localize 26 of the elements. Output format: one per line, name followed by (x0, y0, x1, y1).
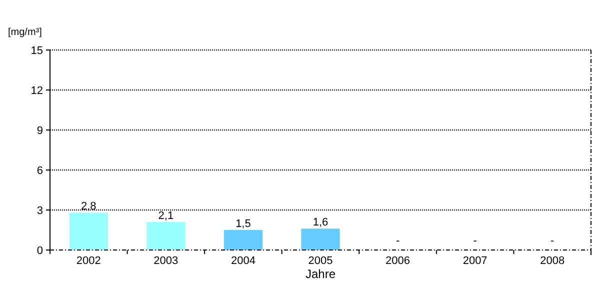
bar (224, 230, 263, 250)
data-label: 2,8 (80, 200, 96, 213)
bar (69, 212, 108, 250)
x-tick-label: 2006 (386, 255, 410, 267)
y-tick-label: 3 (36, 205, 43, 217)
y-tick-label: 12 (30, 85, 43, 97)
y-tick-label: 15 (30, 45, 43, 57)
bar (146, 222, 186, 250)
text: - (396, 235, 400, 247)
y-tick-label: 9 (36, 125, 43, 137)
y-tick-label: 0 (36, 245, 43, 257)
data-label: 1,5 (236, 218, 251, 230)
x-tick-label: 2005 (308, 255, 333, 267)
x-tick-label: 2002 (76, 255, 101, 267)
x-axis-title: Jahre (305, 267, 336, 281)
text: - (473, 235, 477, 247)
x-tick-label: 2004 (230, 255, 256, 267)
text: - (550, 235, 554, 247)
y-tick-label: 6 (36, 165, 43, 177)
data-label: 2,1 (158, 210, 174, 222)
x-tick-label: 2007 (462, 255, 488, 267)
data-label: 1,6 (312, 216, 328, 229)
x-tick-label: 2003 (154, 255, 178, 267)
y-axis-title: [mg/m³] (8, 27, 42, 38)
bar (301, 228, 340, 250)
x-tick-label: 2008 (540, 255, 565, 267)
